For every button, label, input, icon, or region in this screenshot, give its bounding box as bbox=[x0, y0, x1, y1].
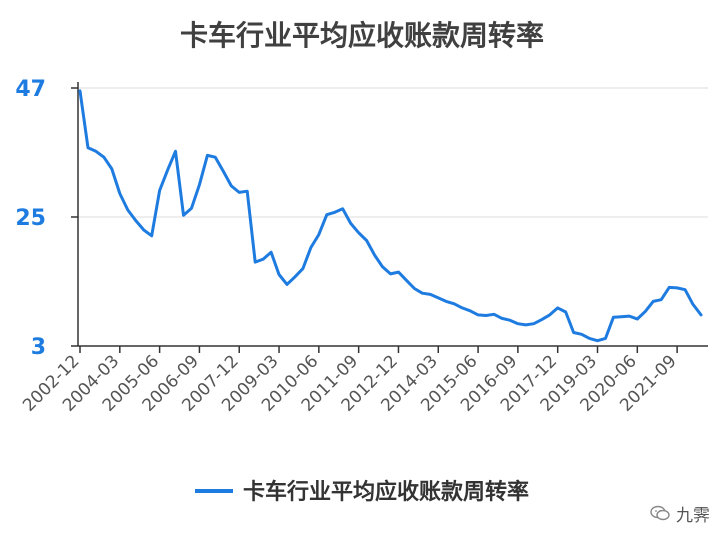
y-tick-label: 3 bbox=[31, 335, 46, 360]
y-tick-label: 25 bbox=[15, 206, 46, 231]
wechat-icon bbox=[650, 505, 670, 526]
legend-swatch bbox=[194, 489, 233, 493]
legend-label: 卡车行业平均应收账款周转率 bbox=[242, 480, 529, 505]
axes bbox=[71, 82, 708, 353]
watermark: 九霁 bbox=[650, 501, 710, 526]
y-tick-labels: 47 25 3 bbox=[15, 77, 46, 360]
chart-title: 卡车行业平均应收账款周转率 bbox=[179, 19, 544, 52]
x-tick-labels: 2002-122004-032005-062006-092007-122009-… bbox=[19, 351, 680, 415]
series-layer bbox=[78, 89, 703, 343]
legend: 卡车行业平均应收账款周转率 bbox=[0, 474, 724, 506]
y-tick-label: 47 bbox=[15, 77, 46, 102]
gridlines bbox=[78, 87, 708, 218]
watermark-text: 九霁 bbox=[676, 506, 710, 526]
series-line bbox=[78, 89, 703, 343]
